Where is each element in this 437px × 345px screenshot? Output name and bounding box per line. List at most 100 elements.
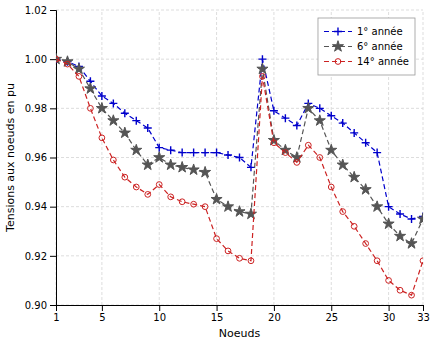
tick-mark <box>159 305 160 311</box>
point-marker <box>317 155 323 161</box>
point-marker <box>328 184 334 190</box>
point-marker <box>191 201 197 207</box>
axis-line <box>50 11 57 306</box>
point-marker <box>56 53 62 64</box>
point-marker <box>374 258 380 264</box>
point-marker <box>234 206 245 217</box>
point-marker <box>122 174 128 180</box>
point-marker <box>363 241 369 247</box>
grid-line-y <box>56 108 423 109</box>
point-marker <box>293 122 301 130</box>
point-marker <box>156 182 162 188</box>
point-marker <box>397 287 403 293</box>
point-marker <box>202 204 208 210</box>
tick: 0.96 <box>25 152 56 163</box>
tick: 0.94 <box>25 201 56 212</box>
point-marker <box>188 164 199 175</box>
point-marker <box>260 73 266 79</box>
point-marker <box>85 83 96 94</box>
point-marker <box>386 278 392 284</box>
point-marker <box>305 142 311 148</box>
point-marker <box>121 109 129 117</box>
point-marker <box>326 144 337 155</box>
point-marker <box>211 193 222 204</box>
point-marker <box>133 184 139 190</box>
point-marker <box>119 127 130 138</box>
point-marker <box>270 107 278 115</box>
point-marker <box>108 115 119 126</box>
point-marker <box>409 292 415 298</box>
point-marker <box>99 135 105 141</box>
point-marker <box>88 105 94 111</box>
legend-item: 14° année <box>324 56 409 67</box>
tick-label: 0.94 <box>25 201 47 212</box>
point-marker <box>73 63 84 74</box>
point-marker <box>406 238 417 249</box>
tick-label: 1.00 <box>25 54 47 65</box>
point-marker <box>109 99 117 107</box>
legend-marker <box>334 28 342 36</box>
tick: 20 <box>268 305 281 323</box>
series-line <box>56 59 423 243</box>
tick: 33 <box>417 305 430 323</box>
tick-mark <box>50 256 56 257</box>
point-marker <box>339 119 347 127</box>
point-marker <box>248 258 254 264</box>
point-marker <box>257 63 268 74</box>
tick: 30 <box>383 305 396 323</box>
point-marker <box>142 159 153 170</box>
tick: 15 <box>211 305 224 323</box>
y-axis-title: Tensions aux noeuds en pu <box>4 83 17 233</box>
point-marker <box>271 140 277 146</box>
tick: 1.00 <box>25 54 56 65</box>
series-line <box>56 59 423 295</box>
tick-mark <box>50 158 56 159</box>
point-marker <box>145 191 151 197</box>
plot-area <box>56 53 423 298</box>
point-marker <box>96 103 107 114</box>
tick-mark <box>389 305 390 311</box>
legend-label: 6° année <box>357 41 403 52</box>
tick-label: 33 <box>417 312 430 323</box>
tick-label: 30 <box>383 312 396 323</box>
tick-label: 0.96 <box>25 152 47 163</box>
legend-marker <box>335 59 341 65</box>
point-marker <box>303 103 314 114</box>
point-marker <box>316 104 324 112</box>
x-axis: 15101520253033 <box>53 305 430 323</box>
legend-line <box>324 61 352 62</box>
point-marker <box>110 157 116 163</box>
point-marker <box>178 149 186 157</box>
tick-label: 20 <box>268 312 281 323</box>
tick-label: 10 <box>153 312 166 323</box>
tick-label: 25 <box>325 312 338 323</box>
tick-label: 0.90 <box>25 300 47 311</box>
point-marker <box>165 159 176 170</box>
point-marker <box>222 201 233 212</box>
point-marker <box>144 124 152 132</box>
series-line <box>56 59 423 219</box>
point-marker <box>247 163 255 171</box>
point-marker <box>154 152 165 163</box>
point-marker <box>201 149 209 157</box>
point-marker <box>360 184 371 195</box>
legend-label: 14° année <box>357 56 409 67</box>
point-marker <box>385 203 393 211</box>
point-marker <box>327 112 335 120</box>
point-marker <box>420 258 423 264</box>
legend-item: 6° année <box>324 41 403 52</box>
point-marker <box>383 218 394 229</box>
point-marker <box>373 149 381 157</box>
point-marker <box>179 199 185 205</box>
tick-label: 5 <box>99 312 105 323</box>
point-marker <box>236 154 244 162</box>
point-marker <box>76 73 82 79</box>
point-marker <box>213 149 221 157</box>
legend-label: 1° année <box>357 26 403 37</box>
point-marker <box>245 208 256 219</box>
tick-label: 1.02 <box>25 5 47 16</box>
axis-line <box>57 306 424 312</box>
point-marker <box>224 151 232 159</box>
tick: 1.02 <box>25 5 56 16</box>
tick-mark <box>50 10 56 11</box>
